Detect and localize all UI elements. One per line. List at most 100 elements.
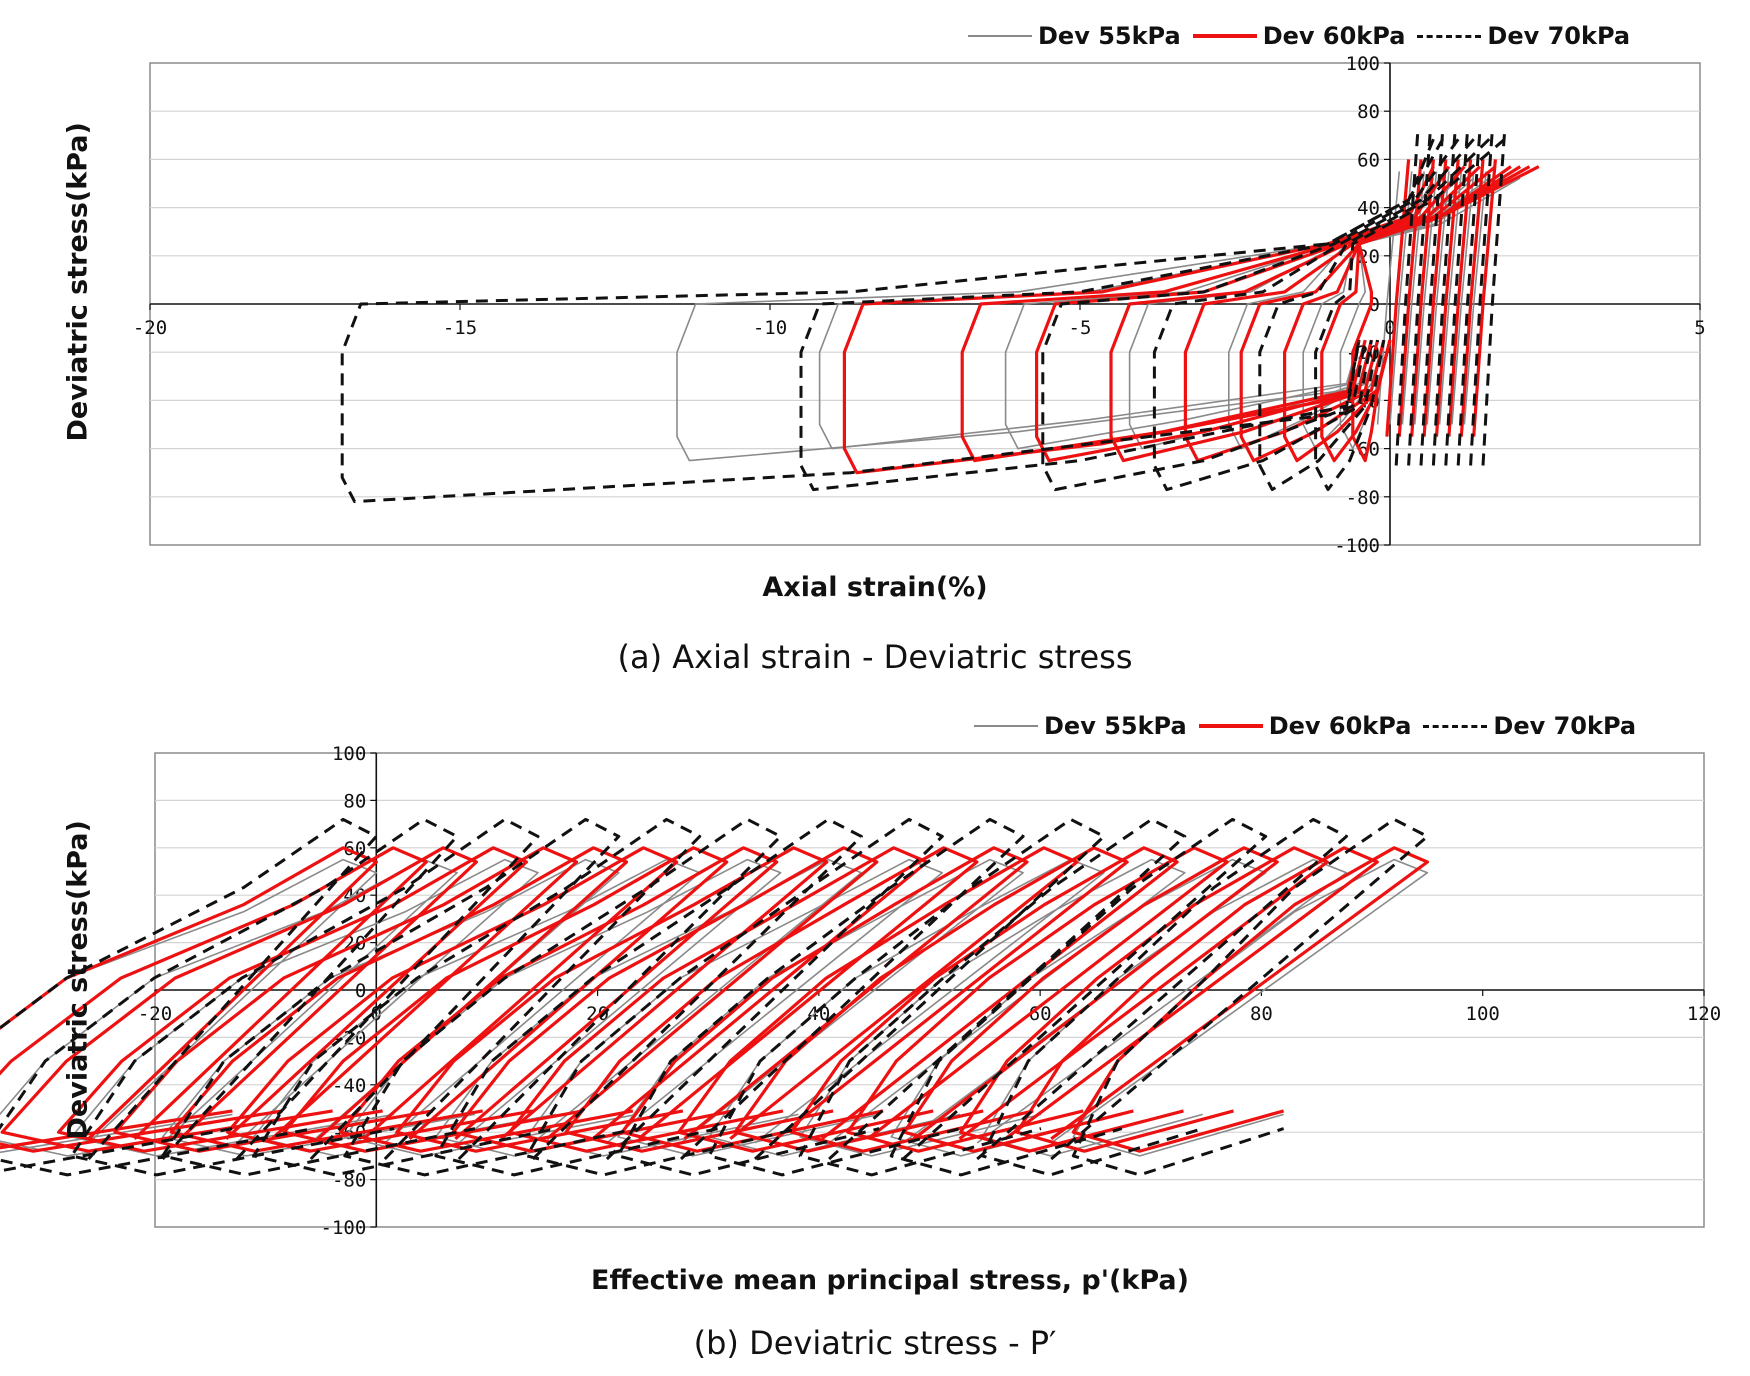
series-dev70-cycle: [434, 817, 863, 1177]
y-tick-label: 100: [1346, 53, 1380, 75]
legend-item-dev70: Dev 70kPa: [1417, 22, 1630, 50]
series-dev55-spike: [1451, 171, 1475, 425]
series-dev70-spike: [1407, 130, 1432, 466]
series-dev55-spike: [1438, 171, 1463, 425]
x-tick-label: 80: [1250, 1003, 1273, 1025]
legend-a: Dev 55kPa Dev 60kPa Dev 70kPa: [968, 22, 1630, 50]
y-tick-label: 0: [1369, 294, 1380, 316]
y-tick-label: -100: [1334, 535, 1380, 557]
y-tick-label: 0: [355, 980, 366, 1002]
series-dev55-cycle: [890, 858, 1267, 1157]
series-dev70-cycle: [616, 817, 1025, 1177]
legend-item-dev60-b: Dev 60kPa: [1198, 712, 1412, 740]
series-dev70-cycle: [70, 817, 540, 1177]
x-tick-label: -15: [443, 317, 477, 339]
series-dev70-spike: [1444, 130, 1469, 466]
chart-panel-a: -100 -80 -60 -40 -20 0 20 40 60 80 100 -20 -15 -10 -5 0…: [62, 22, 1706, 676]
x-axis-label-a: Axial strain(%): [762, 572, 988, 603]
series-dev55-cycle: [799, 858, 1186, 1157]
series-dev60-spike: [1385, 159, 1411, 437]
legend-label-dev55: Dev 55kPa: [1038, 22, 1181, 50]
caption-a: (a) Axial strain - Deviatric stress: [617, 638, 1133, 676]
series-dev55-spike: [1401, 171, 1425, 425]
y-tick-label: 100: [332, 743, 366, 765]
x-tick-label: 0: [371, 1003, 382, 1025]
series-dev70-spike: [1431, 130, 1457, 466]
legend-swatch-dev60-b: [1198, 724, 1263, 728]
legend-label-dev60-b: Dev 60kPa: [1268, 712, 1412, 740]
series-dev60-spike: [1472, 159, 1497, 437]
legend-label-dev70-b: Dev 70kPa: [1493, 712, 1637, 740]
series-dev55-spike: [1463, 171, 1487, 425]
legend-label-dev70: Dev 70kPa: [1487, 22, 1631, 50]
y-tick-label: 80: [343, 790, 366, 812]
series-dev70-cycle: [0, 817, 378, 1173]
series-dev60-cycle: [57, 846, 528, 1153]
legend-label-dev55-b: Dev 55kPa: [1044, 712, 1187, 740]
x-tick-label: 120: [1687, 1003, 1721, 1025]
series-dev60-cycle: [0, 846, 478, 1153]
series-dev70-cycle: [1050, 817, 1429, 1177]
x-tick-label: -20: [138, 1003, 172, 1025]
y-tick-label: -80: [1346, 487, 1380, 509]
series-dev70-spike: [1419, 130, 1445, 466]
x-tick-label: 100: [1466, 1003, 1500, 1025]
legend-swatch-dev70: [1417, 34, 1482, 38]
legend-swatch-dev55: [968, 35, 1032, 37]
series-dev70-cycle: [252, 817, 702, 1177]
series-dev60-cycle: [0, 846, 428, 1153]
y-tick-label: -100: [321, 1217, 367, 1239]
series-dev60-cycle: [958, 846, 1329, 1153]
series-dev60-loop: [1183, 165, 1497, 463]
y-axis-label-a: Deviatric stress(kPa): [62, 122, 94, 442]
series-dev60-spike: [1447, 159, 1473, 437]
legend-item-dev60: Dev 60kPa: [1192, 22, 1406, 50]
y-tick-label: -80: [332, 1170, 366, 1192]
series-dev70-spike: [1481, 130, 1507, 466]
series-dev60-cycle: [113, 846, 579, 1153]
series-dev60-spike: [1459, 159, 1485, 437]
y-tick-label: 40: [1357, 198, 1380, 220]
series-dev60-spike: [1410, 159, 1435, 437]
x-axis-label-b: Effective mean principal stress, p'(kPa): [591, 1265, 1189, 1296]
series-dev70-cycle: [343, 817, 783, 1177]
legend-item-dev70-b: Dev 70kPa: [1423, 712, 1636, 740]
legend-swatch-dev55-b: [974, 725, 1038, 727]
legend-swatch-dev70-b: [1423, 724, 1488, 728]
y-tick-label: -40: [332, 1075, 366, 1097]
series-dev60-loop: [1351, 165, 1540, 463]
y-axis-label-b: Deviatric stress(kPa): [62, 820, 94, 1140]
series-dev70-b: [0, 817, 1429, 1177]
x-tick-label: 0: [1384, 317, 1395, 339]
series-dev70-loop: [1258, 138, 1491, 492]
series-dev70-spike: [1394, 130, 1420, 466]
legend-item-dev55: Dev 55kPa: [968, 22, 1181, 50]
chart-panel-b: -100 -80 -60 -40 -20 0 20 40 60 80 100 -20 0 20 40 60 80…: [0, 690, 1750, 1376]
y-tick-label: 60: [1357, 149, 1380, 171]
x-tick-label: -20: [133, 317, 167, 339]
x-tick-label: 40: [807, 1003, 830, 1025]
x-tick-label: 5: [1694, 317, 1705, 339]
series-dev60-spike: [1434, 159, 1460, 437]
legend-item-dev55-b: Dev 55kPa: [974, 712, 1187, 740]
series-dev60-spike: [1422, 159, 1448, 437]
series-dev70-loop: [1152, 138, 1475, 492]
legend-label-dev60: Dev 60kPa: [1262, 22, 1406, 50]
series-dev70-spike: [1469, 130, 1494, 466]
series-dev70-loop: [1314, 138, 1506, 492]
x-tick-label: -5: [1069, 317, 1092, 339]
y-tick-label: 80: [1357, 101, 1380, 123]
series-dev70-cycle: [525, 817, 944, 1177]
caption-b: (b) Deviatric stress - P′: [693, 1324, 1057, 1362]
series-dev55-spike: [1414, 171, 1438, 425]
x-tick-label: -10: [753, 317, 787, 339]
series-dev70-spike: [1456, 130, 1482, 466]
series-dev70-loop: [1041, 138, 1460, 492]
series-dev70: [340, 130, 1507, 504]
series-dev70-cycle: [798, 817, 1187, 1177]
series-dev70-loop: [799, 138, 1445, 492]
legend-swatch-dev60: [1192, 34, 1257, 38]
series-dev70-cycle: [976, 817, 1348, 1177]
